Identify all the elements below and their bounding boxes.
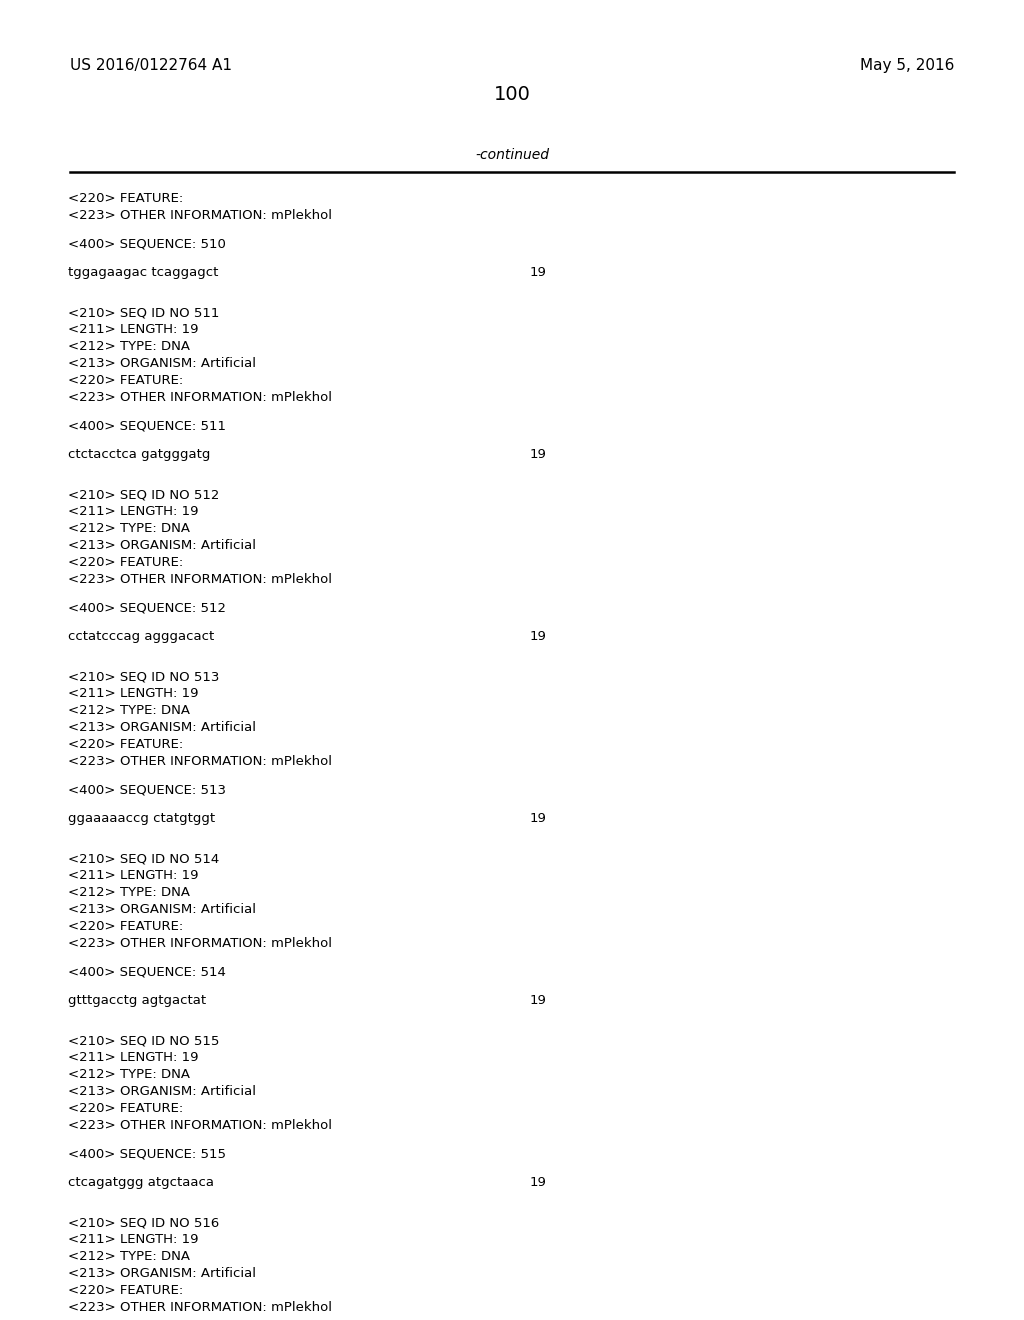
Text: <220> FEATURE:: <220> FEATURE: bbox=[68, 556, 183, 569]
Text: <210> SEQ ID NO 512: <210> SEQ ID NO 512 bbox=[68, 488, 219, 502]
Text: <212> TYPE: DNA: <212> TYPE: DNA bbox=[68, 521, 190, 535]
Text: <220> FEATURE:: <220> FEATURE: bbox=[68, 191, 183, 205]
Text: <211> LENGTH: 19: <211> LENGTH: 19 bbox=[68, 1233, 199, 1246]
Text: <210> SEQ ID NO 515: <210> SEQ ID NO 515 bbox=[68, 1034, 219, 1047]
Text: <213> ORGANISM: Artificial: <213> ORGANISM: Artificial bbox=[68, 1085, 256, 1098]
Text: <211> LENGTH: 19: <211> LENGTH: 19 bbox=[68, 686, 199, 700]
Text: <213> ORGANISM: Artificial: <213> ORGANISM: Artificial bbox=[68, 356, 256, 370]
Text: <400> SEQUENCE: 512: <400> SEQUENCE: 512 bbox=[68, 602, 226, 615]
Text: <400> SEQUENCE: 514: <400> SEQUENCE: 514 bbox=[68, 965, 226, 978]
Text: ggaaaaaccg ctatgtggt: ggaaaaaccg ctatgtggt bbox=[68, 812, 215, 825]
Text: <211> LENGTH: 19: <211> LENGTH: 19 bbox=[68, 869, 199, 882]
Text: 19: 19 bbox=[530, 1176, 547, 1189]
Text: <400> SEQUENCE: 510: <400> SEQUENCE: 510 bbox=[68, 238, 226, 251]
Text: <210> SEQ ID NO 513: <210> SEQ ID NO 513 bbox=[68, 671, 219, 682]
Text: <213> ORGANISM: Artificial: <213> ORGANISM: Artificial bbox=[68, 903, 256, 916]
Text: <223> OTHER INFORMATION: mPlekhol: <223> OTHER INFORMATION: mPlekhol bbox=[68, 755, 332, 768]
Text: <223> OTHER INFORMATION: mPlekhol: <223> OTHER INFORMATION: mPlekhol bbox=[68, 1119, 332, 1133]
Text: <223> OTHER INFORMATION: mPlekhol: <223> OTHER INFORMATION: mPlekhol bbox=[68, 573, 332, 586]
Text: <210> SEQ ID NO 511: <210> SEQ ID NO 511 bbox=[68, 306, 219, 319]
Text: <211> LENGTH: 19: <211> LENGTH: 19 bbox=[68, 506, 199, 517]
Text: <223> OTHER INFORMATION: mPlekhol: <223> OTHER INFORMATION: mPlekhol bbox=[68, 209, 332, 222]
Text: <220> FEATURE:: <220> FEATURE: bbox=[68, 920, 183, 933]
Text: <223> OTHER INFORMATION: mPlekhol: <223> OTHER INFORMATION: mPlekhol bbox=[68, 937, 332, 950]
Text: <212> TYPE: DNA: <212> TYPE: DNA bbox=[68, 1250, 190, 1263]
Text: <223> OTHER INFORMATION: mPlekhol: <223> OTHER INFORMATION: mPlekhol bbox=[68, 391, 332, 404]
Text: ctcagatggg atgctaaca: ctcagatggg atgctaaca bbox=[68, 1176, 214, 1189]
Text: ctctacctca gatgggatg: ctctacctca gatgggatg bbox=[68, 447, 210, 461]
Text: <220> FEATURE:: <220> FEATURE: bbox=[68, 1102, 183, 1115]
Text: <223> OTHER INFORMATION: mPlekhol: <223> OTHER INFORMATION: mPlekhol bbox=[68, 1302, 332, 1313]
Text: <212> TYPE: DNA: <212> TYPE: DNA bbox=[68, 341, 190, 352]
Text: US 2016/0122764 A1: US 2016/0122764 A1 bbox=[70, 58, 231, 73]
Text: <211> LENGTH: 19: <211> LENGTH: 19 bbox=[68, 1051, 199, 1064]
Text: <220> FEATURE:: <220> FEATURE: bbox=[68, 738, 183, 751]
Text: <400> SEQUENCE: 513: <400> SEQUENCE: 513 bbox=[68, 784, 226, 796]
Text: <400> SEQUENCE: 515: <400> SEQUENCE: 515 bbox=[68, 1147, 226, 1160]
Text: 19: 19 bbox=[530, 447, 547, 461]
Text: <212> TYPE: DNA: <212> TYPE: DNA bbox=[68, 1068, 190, 1081]
Text: <210> SEQ ID NO 516: <210> SEQ ID NO 516 bbox=[68, 1216, 219, 1229]
Text: <213> ORGANISM: Artificial: <213> ORGANISM: Artificial bbox=[68, 1267, 256, 1280]
Text: May 5, 2016: May 5, 2016 bbox=[860, 58, 954, 73]
Text: tggagaagac tcaggagct: tggagaagac tcaggagct bbox=[68, 267, 218, 279]
Text: 19: 19 bbox=[530, 267, 547, 279]
Text: <210> SEQ ID NO 514: <210> SEQ ID NO 514 bbox=[68, 851, 219, 865]
Text: <212> TYPE: DNA: <212> TYPE: DNA bbox=[68, 886, 190, 899]
Text: 100: 100 bbox=[494, 84, 530, 104]
Text: <211> LENGTH: 19: <211> LENGTH: 19 bbox=[68, 323, 199, 337]
Text: 19: 19 bbox=[530, 812, 547, 825]
Text: <220> FEATURE:: <220> FEATURE: bbox=[68, 1284, 183, 1298]
Text: cctatcccag agggacact: cctatcccag agggacact bbox=[68, 630, 214, 643]
Text: 19: 19 bbox=[530, 994, 547, 1007]
Text: <212> TYPE: DNA: <212> TYPE: DNA bbox=[68, 704, 190, 717]
Text: <213> ORGANISM: Artificial: <213> ORGANISM: Artificial bbox=[68, 721, 256, 734]
Text: <220> FEATURE:: <220> FEATURE: bbox=[68, 374, 183, 387]
Text: 19: 19 bbox=[530, 630, 547, 643]
Text: -continued: -continued bbox=[475, 148, 549, 162]
Text: gtttgacctg agtgactat: gtttgacctg agtgactat bbox=[68, 994, 206, 1007]
Text: <213> ORGANISM: Artificial: <213> ORGANISM: Artificial bbox=[68, 539, 256, 552]
Text: <400> SEQUENCE: 511: <400> SEQUENCE: 511 bbox=[68, 420, 226, 433]
